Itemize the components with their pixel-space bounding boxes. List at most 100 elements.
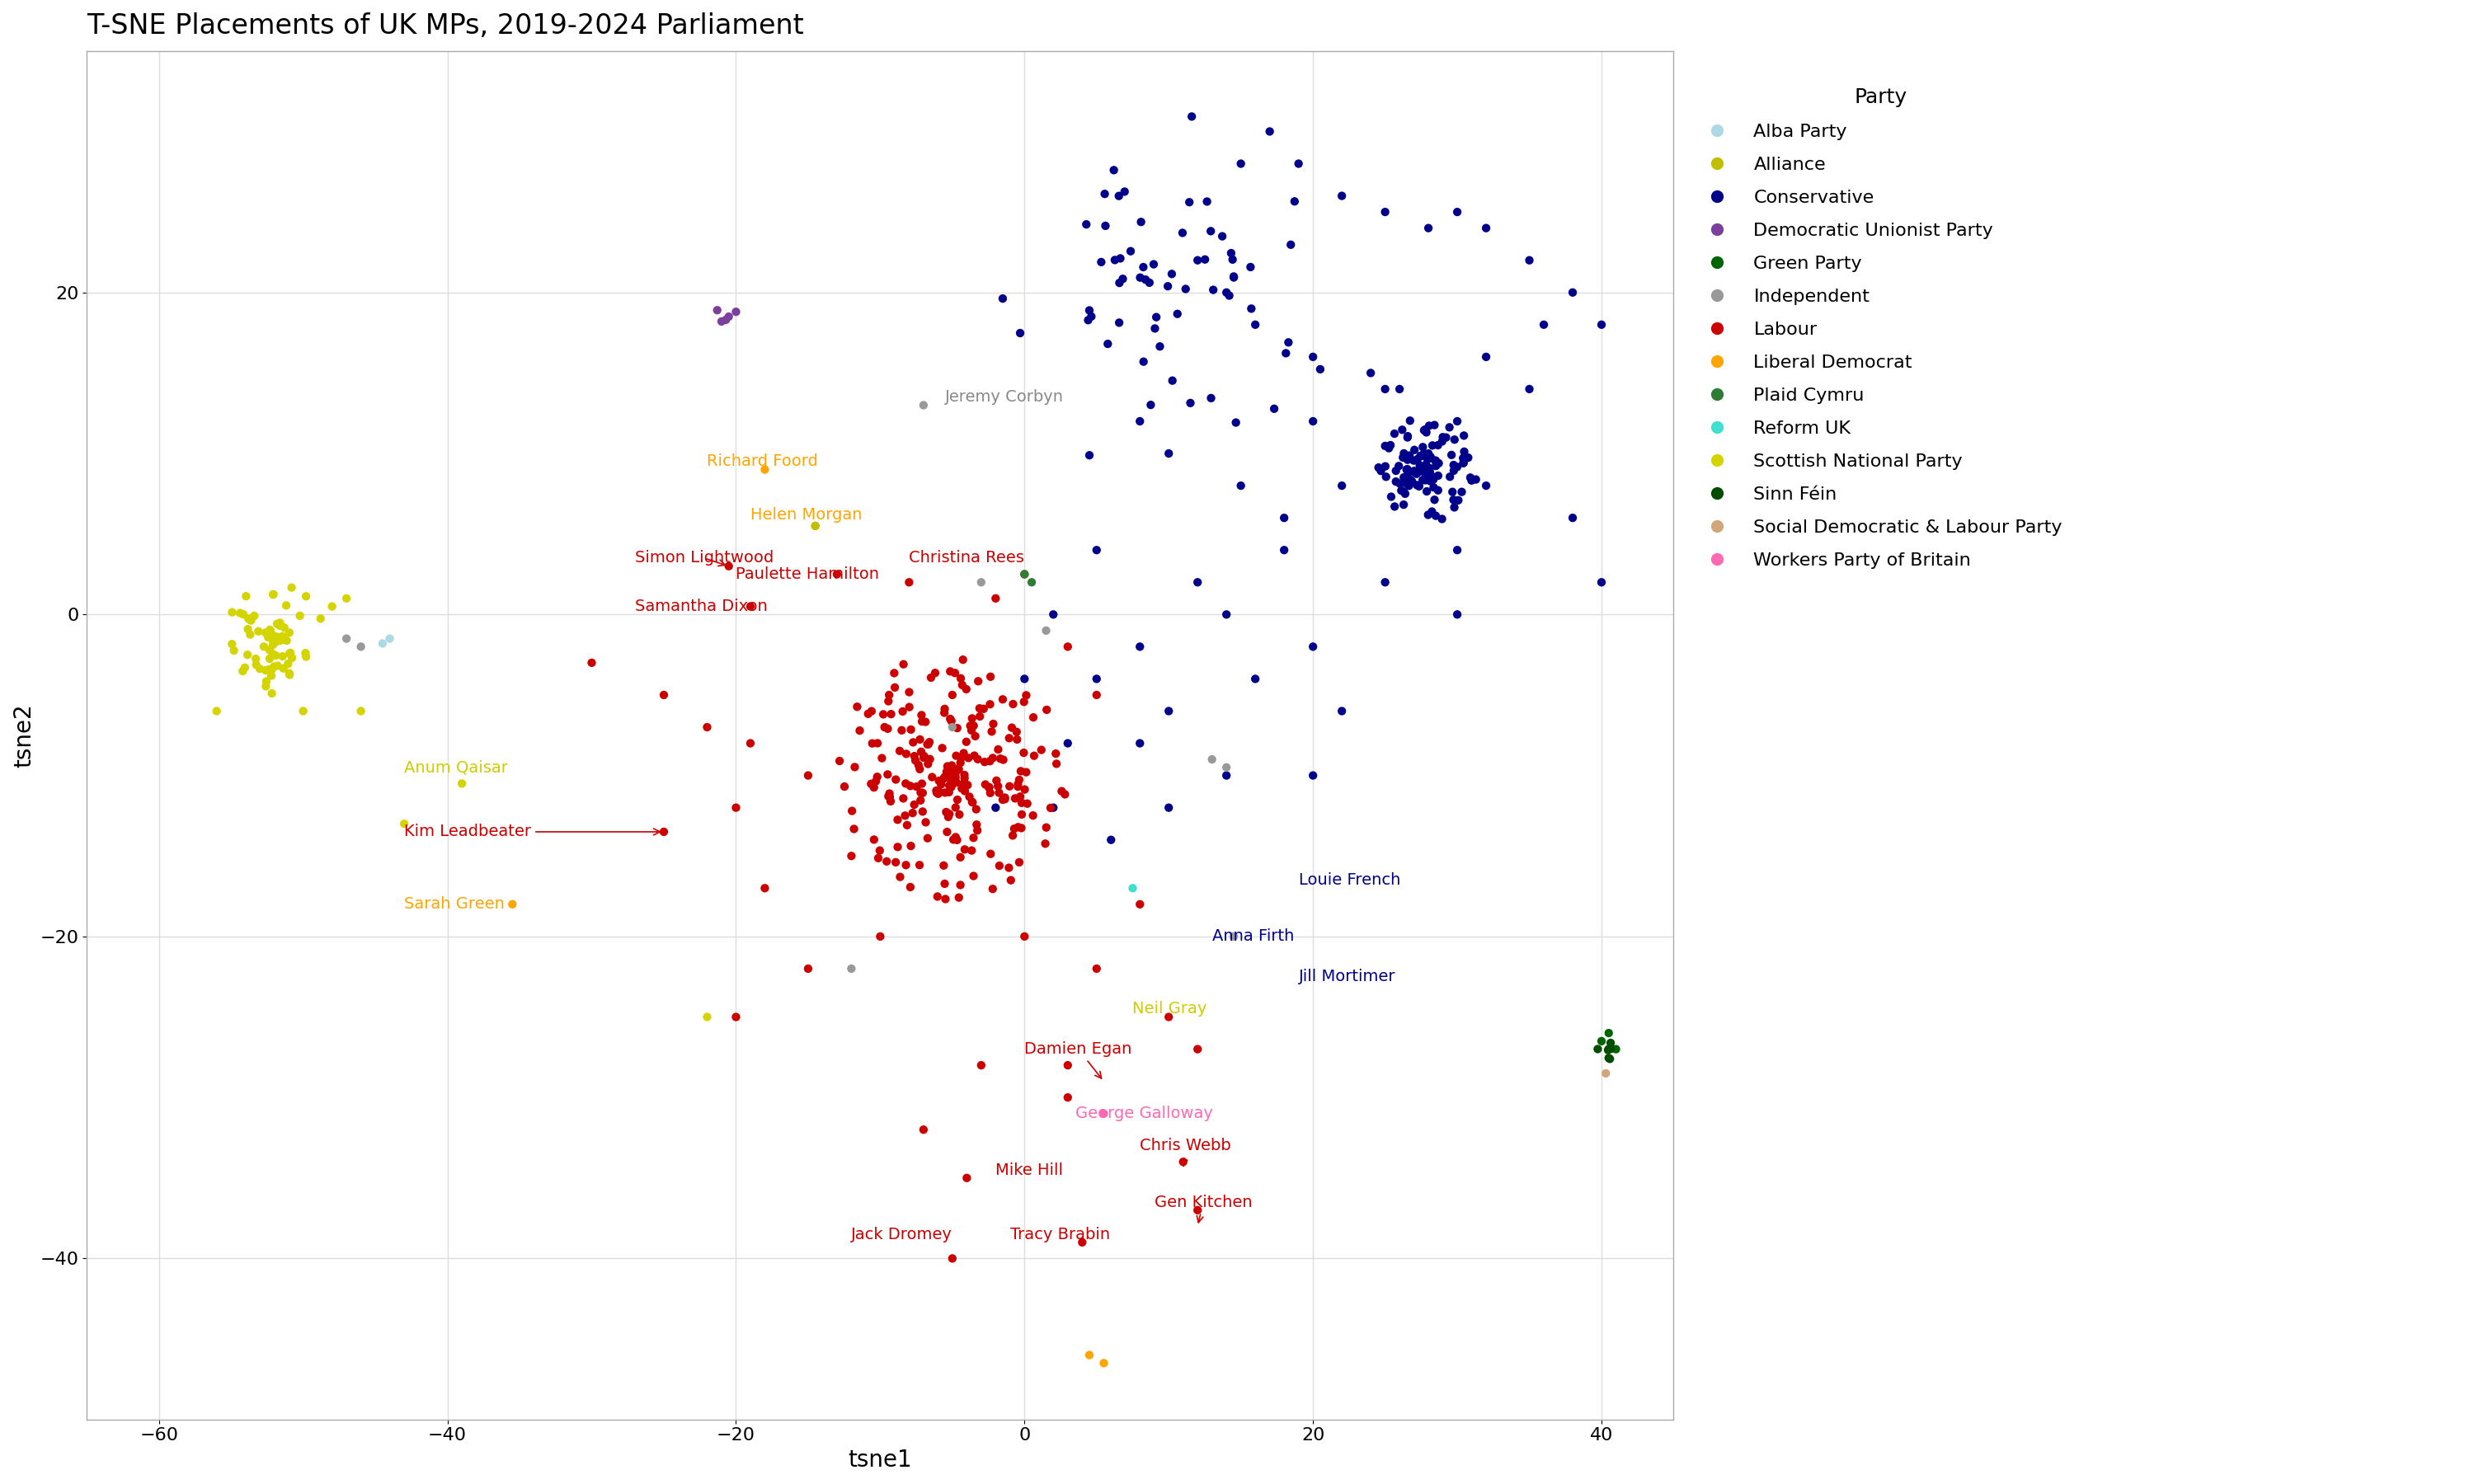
Point	[270, 641, 309, 665]
Point	[1158, 303, 1197, 326]
Point	[252, 632, 292, 656]
Point	[1554, 280, 1593, 304]
Point	[948, 746, 987, 770]
Point	[1445, 451, 1484, 475]
Text: Tracy Brabin: Tracy Brabin	[1009, 1226, 1111, 1242]
Point	[245, 659, 285, 683]
Point	[1121, 211, 1160, 234]
Point	[1294, 410, 1333, 433]
Point	[1002, 791, 1042, 815]
Point	[858, 732, 898, 755]
Point	[871, 789, 910, 813]
Point	[977, 738, 1017, 761]
Point	[1430, 416, 1470, 439]
Point	[1395, 438, 1435, 462]
Point	[267, 629, 307, 653]
Point	[252, 628, 292, 651]
Point	[1049, 1086, 1089, 1110]
Point	[1096, 248, 1136, 272]
Point	[849, 702, 888, 726]
Point	[789, 957, 829, 981]
Point	[1423, 429, 1462, 453]
Point	[1217, 411, 1257, 435]
Point	[1403, 435, 1442, 459]
Point	[1405, 453, 1445, 476]
Point	[1366, 435, 1405, 459]
Point	[955, 724, 995, 748]
Point	[1509, 248, 1549, 272]
Point	[1004, 741, 1044, 764]
Point	[255, 583, 294, 607]
Point	[1066, 212, 1106, 236]
Point	[1136, 316, 1175, 340]
Point	[1408, 457, 1447, 481]
Point	[1126, 267, 1165, 291]
Point	[935, 763, 975, 787]
Point	[1027, 697, 1066, 721]
Point	[928, 804, 967, 828]
Point	[908, 733, 948, 757]
Point	[945, 742, 985, 766]
Point	[824, 775, 863, 798]
Point	[1408, 456, 1447, 479]
Point	[1383, 479, 1423, 503]
Point	[1121, 732, 1160, 755]
Point	[1294, 764, 1333, 788]
Point	[997, 772, 1037, 795]
Point	[955, 864, 995, 887]
Point	[1230, 255, 1269, 279]
Point	[245, 635, 285, 659]
Point	[371, 626, 411, 650]
Point	[252, 681, 292, 705]
Point	[1215, 264, 1254, 288]
Point	[1383, 418, 1423, 442]
Point	[1581, 1030, 1620, 1054]
Point	[888, 680, 928, 703]
Point	[1235, 666, 1274, 690]
Point	[1148, 1005, 1188, 1028]
Point	[1366, 570, 1405, 594]
Point	[1153, 263, 1192, 286]
Text: Christina Rees: Christina Rees	[908, 551, 1024, 565]
Point	[1148, 275, 1188, 298]
Point	[952, 718, 992, 742]
Point	[1170, 392, 1210, 416]
Point	[1380, 479, 1420, 503]
Point	[1086, 183, 1126, 206]
Point	[957, 669, 997, 693]
Point	[710, 304, 750, 328]
Point	[1321, 699, 1361, 723]
Point	[1383, 445, 1423, 469]
Point	[886, 853, 925, 877]
Point	[341, 635, 381, 659]
Point	[1101, 246, 1141, 270]
Point	[1163, 221, 1202, 245]
Point	[1301, 358, 1341, 381]
Text: Sarah Green: Sarah Green	[403, 896, 505, 913]
Point	[1371, 485, 1410, 509]
Point	[1427, 426, 1467, 450]
Point	[933, 715, 972, 739]
Point	[918, 779, 957, 803]
Point	[1153, 368, 1192, 392]
Point	[908, 827, 948, 850]
Point	[950, 714, 990, 738]
Point	[871, 785, 910, 809]
Point	[1254, 396, 1294, 420]
Point	[225, 656, 265, 680]
Point	[1321, 184, 1361, 208]
Point	[327, 626, 366, 650]
Point	[1222, 473, 1262, 497]
Point	[1418, 478, 1457, 502]
Point	[235, 604, 275, 628]
Point	[1423, 508, 1462, 531]
Point	[247, 625, 287, 649]
Point	[930, 760, 970, 784]
Point	[1395, 459, 1435, 482]
Point	[985, 748, 1024, 772]
Point	[1437, 539, 1477, 562]
Point	[952, 838, 992, 862]
Point	[1390, 469, 1430, 493]
Point	[1069, 298, 1108, 322]
Point	[1400, 475, 1440, 499]
